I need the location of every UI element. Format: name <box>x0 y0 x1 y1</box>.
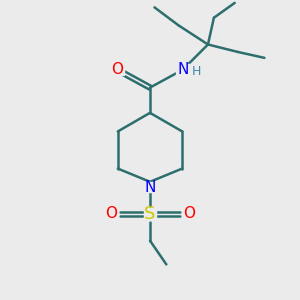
Text: H: H <box>191 65 201 78</box>
Text: S: S <box>144 205 156 223</box>
Text: N: N <box>144 180 156 195</box>
Bar <box>105 208 118 220</box>
Text: N: N <box>177 62 188 77</box>
Text: O: O <box>183 206 195 221</box>
Bar <box>176 64 197 75</box>
Text: O: O <box>111 62 123 77</box>
Bar <box>182 208 195 220</box>
Bar <box>144 208 156 220</box>
Text: O: O <box>105 206 117 221</box>
Bar <box>111 64 124 75</box>
Bar <box>144 182 156 192</box>
